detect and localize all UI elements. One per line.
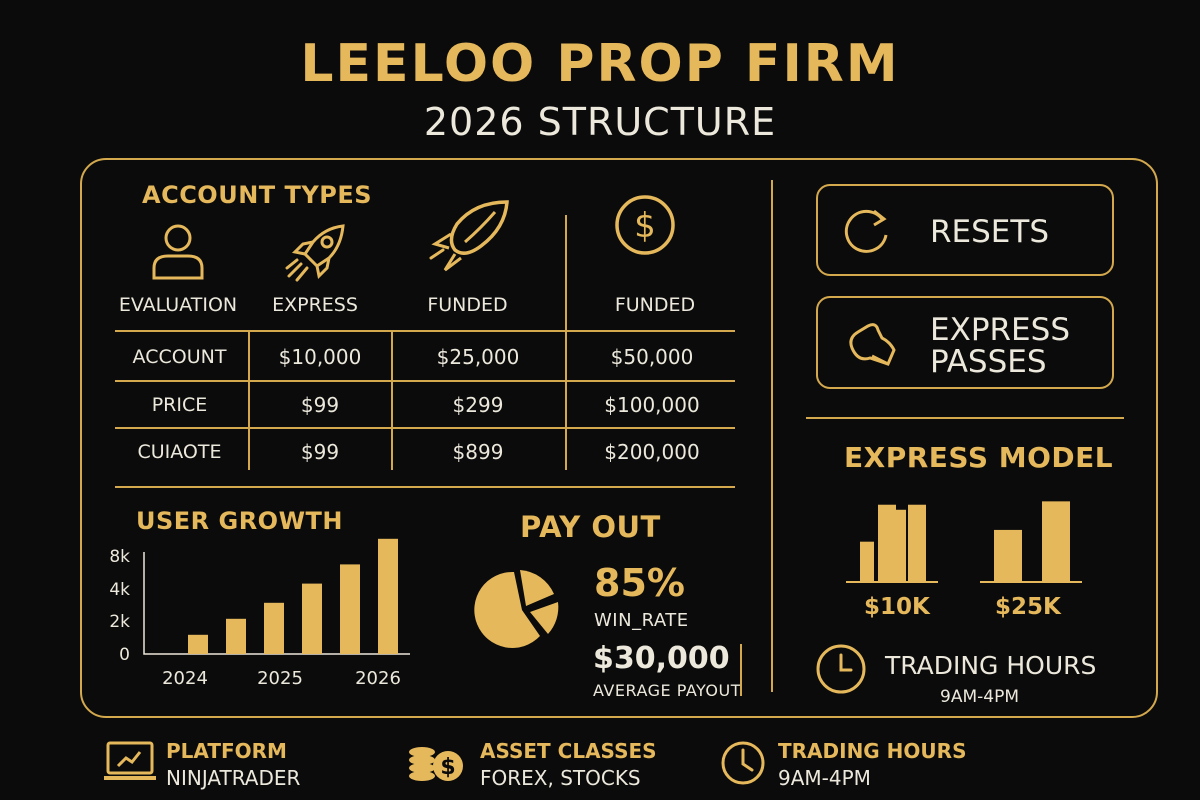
right-column-rule	[806, 417, 1124, 419]
average-payout-value: $30,000	[593, 641, 730, 676]
express-model-title: EXPRESS MODEL	[844, 441, 1114, 474]
footer-assets-value: FOREX, STOCKS	[480, 766, 641, 790]
dollar-coin-icon: $	[615, 195, 675, 255]
payout-title: PAY OUT	[520, 510, 661, 544]
win-rate-label: WIN_RATE	[594, 610, 689, 631]
x-tick-label: 2024	[162, 668, 208, 689]
account-type-label: FUNDED	[614, 294, 696, 316]
account-type-label: EXPRESS	[272, 294, 358, 316]
express-bar	[878, 504, 896, 582]
payout-divider	[740, 644, 742, 696]
table-rule	[115, 380, 735, 382]
table-cell: $100,000	[604, 393, 700, 417]
table-divider	[248, 330, 250, 470]
average-payout-label: AVERAGE PAYOUT	[593, 681, 742, 700]
express-bar	[994, 529, 1022, 582]
column-divider	[771, 180, 773, 692]
growth-bar	[302, 583, 322, 654]
express-bar	[860, 541, 874, 582]
footer-platform-title: PLATFORM	[166, 739, 287, 763]
express-passes-label: EXPRESS	[930, 312, 1070, 348]
user-growth-chart	[143, 538, 410, 655]
express-group-label: $25K	[995, 594, 1061, 620]
table-cell: $899	[452, 440, 504, 464]
growth-bar	[226, 618, 246, 654]
user-growth-title: USER GROWTH	[136, 507, 344, 535]
monitor-chart-icon	[104, 741, 156, 780]
coins-dollar-icon: $	[409, 747, 463, 781]
account-types-title: ACCOUNT TYPES	[142, 181, 373, 209]
main-panel	[80, 158, 1158, 718]
svg-text:$: $	[634, 206, 656, 246]
footer-platform-value: NINJATRADER	[166, 766, 301, 790]
page-title: LEELOO PROP FIRM	[300, 34, 900, 94]
section-rule	[115, 486, 735, 488]
rocket-icon	[285, 224, 345, 282]
table-divider	[565, 215, 567, 331]
express-bar	[908, 504, 926, 582]
footer-hours-value: 9AM-4PM	[778, 766, 871, 790]
footer-assets-title: ASSET CLASSES	[480, 739, 657, 763]
table-cell: $99	[300, 440, 340, 464]
clock-icon	[721, 741, 765, 785]
growth-bar	[188, 634, 208, 654]
svg-text:$: $	[440, 755, 455, 780]
growth-bar	[264, 602, 284, 654]
ticket-icon	[849, 323, 896, 366]
express-model-chart	[846, 501, 1082, 583]
table-cell: $99	[300, 393, 340, 417]
trading-hours-value: 9AM-4PM	[940, 687, 1019, 707]
table-row-label: CUIAOTE	[137, 441, 222, 463]
express-group-label: $10K	[864, 594, 930, 620]
y-tick-label: 0	[119, 645, 130, 665]
table-row-label: PRICE	[151, 394, 208, 416]
footer-hours-title: TRADING HOURS	[778, 739, 967, 763]
y-tick-label: 4k	[109, 580, 130, 600]
user-icon	[152, 224, 204, 280]
account-type-label: FUNDED	[427, 294, 508, 316]
trading-hours-title: TRADING HOURS	[885, 651, 1097, 680]
table-row-label: ACCOUNT	[132, 346, 227, 368]
growth-bar	[340, 564, 360, 654]
express-bar	[1042, 501, 1070, 582]
leaf-rocket-icon	[429, 200, 509, 272]
x-tick-label: 2026	[355, 668, 401, 689]
refresh-icon	[844, 209, 888, 253]
page-subtitle: 2026 STRUCTURE	[423, 100, 777, 144]
account-type-label: EVALUATION	[118, 294, 238, 316]
growth-bar	[378, 538, 398, 654]
y-tick-label: 2k	[109, 612, 130, 632]
y-tick-label: 8k	[109, 547, 130, 567]
table-cell: $25,000	[436, 345, 520, 369]
table-cell: $50,000	[610, 345, 694, 369]
table-rule	[115, 330, 735, 332]
pie-chart-icon	[474, 570, 559, 648]
resets-label: RESETS	[930, 214, 1050, 250]
table-cell: $299	[452, 393, 504, 417]
clock-icon	[816, 644, 866, 694]
win-rate-value: 85%	[594, 561, 685, 605]
express-passes-button[interactable]	[816, 296, 1114, 389]
table-divider	[565, 330, 567, 470]
table-divider	[391, 330, 393, 470]
express-passes-label: PASSES	[930, 344, 1047, 380]
table-cell: $10,000	[278, 345, 362, 369]
resets-button[interactable]	[816, 184, 1114, 276]
table-rule	[115, 427, 735, 429]
table-cell: $200,000	[604, 440, 700, 464]
x-tick-label: 2025	[257, 668, 303, 689]
express-bar	[896, 509, 906, 582]
